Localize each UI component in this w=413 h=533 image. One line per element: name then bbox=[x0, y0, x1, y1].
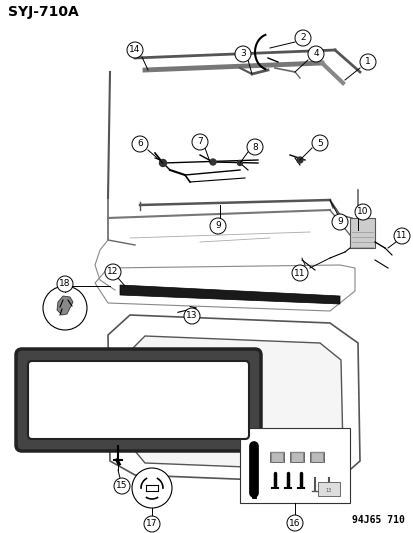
Circle shape bbox=[291, 265, 307, 281]
Bar bbox=[317, 482, 339, 496]
Polygon shape bbox=[120, 285, 339, 304]
Circle shape bbox=[192, 134, 207, 150]
Circle shape bbox=[354, 204, 370, 220]
Circle shape bbox=[105, 264, 121, 280]
Circle shape bbox=[311, 135, 327, 151]
Text: 11: 11 bbox=[294, 269, 305, 278]
Text: 9: 9 bbox=[215, 222, 221, 230]
Circle shape bbox=[127, 42, 142, 58]
Text: 3: 3 bbox=[240, 50, 245, 59]
Text: 94J65 710: 94J65 710 bbox=[351, 515, 404, 525]
Text: 6: 6 bbox=[137, 140, 142, 149]
Text: 11: 11 bbox=[395, 231, 407, 240]
Text: 17: 17 bbox=[146, 520, 157, 529]
Circle shape bbox=[209, 159, 216, 165]
Bar bbox=[349, 218, 374, 248]
Text: 8: 8 bbox=[252, 142, 257, 151]
Text: 1: 1 bbox=[364, 58, 370, 67]
Text: SYJ-710A: SYJ-710A bbox=[8, 5, 78, 19]
Circle shape bbox=[359, 54, 375, 70]
Bar bbox=[269, 452, 283, 462]
Text: 10: 10 bbox=[356, 207, 368, 216]
Circle shape bbox=[294, 30, 310, 46]
Circle shape bbox=[286, 515, 302, 531]
Circle shape bbox=[247, 139, 262, 155]
Circle shape bbox=[307, 46, 323, 62]
Circle shape bbox=[159, 159, 166, 166]
Text: 16: 16 bbox=[289, 519, 300, 528]
Text: 13: 13 bbox=[186, 311, 197, 320]
Circle shape bbox=[237, 160, 242, 166]
Text: 4: 4 bbox=[312, 50, 318, 59]
Circle shape bbox=[144, 516, 159, 532]
Text: 2: 2 bbox=[299, 34, 305, 43]
Circle shape bbox=[235, 46, 250, 62]
Text: 9: 9 bbox=[336, 217, 342, 227]
Bar bbox=[309, 452, 323, 462]
Circle shape bbox=[57, 276, 73, 292]
Text: 5: 5 bbox=[316, 139, 322, 148]
FancyBboxPatch shape bbox=[16, 349, 260, 451]
Text: 13: 13 bbox=[325, 488, 331, 492]
FancyBboxPatch shape bbox=[28, 361, 248, 439]
Text: 18: 18 bbox=[59, 279, 71, 288]
Circle shape bbox=[132, 468, 171, 508]
Text: 14: 14 bbox=[129, 45, 140, 54]
Text: 7: 7 bbox=[197, 138, 202, 147]
Text: 15: 15 bbox=[116, 481, 128, 490]
Polygon shape bbox=[128, 336, 342, 470]
Circle shape bbox=[209, 218, 225, 234]
Circle shape bbox=[114, 478, 130, 494]
Circle shape bbox=[43, 286, 87, 330]
Circle shape bbox=[132, 136, 147, 152]
Text: 12: 12 bbox=[107, 268, 119, 277]
Circle shape bbox=[331, 214, 347, 230]
Bar bbox=[289, 452, 303, 462]
Polygon shape bbox=[57, 296, 73, 315]
Bar bbox=[240, 428, 349, 503]
Circle shape bbox=[393, 228, 409, 244]
Circle shape bbox=[296, 157, 302, 163]
Circle shape bbox=[183, 308, 199, 324]
